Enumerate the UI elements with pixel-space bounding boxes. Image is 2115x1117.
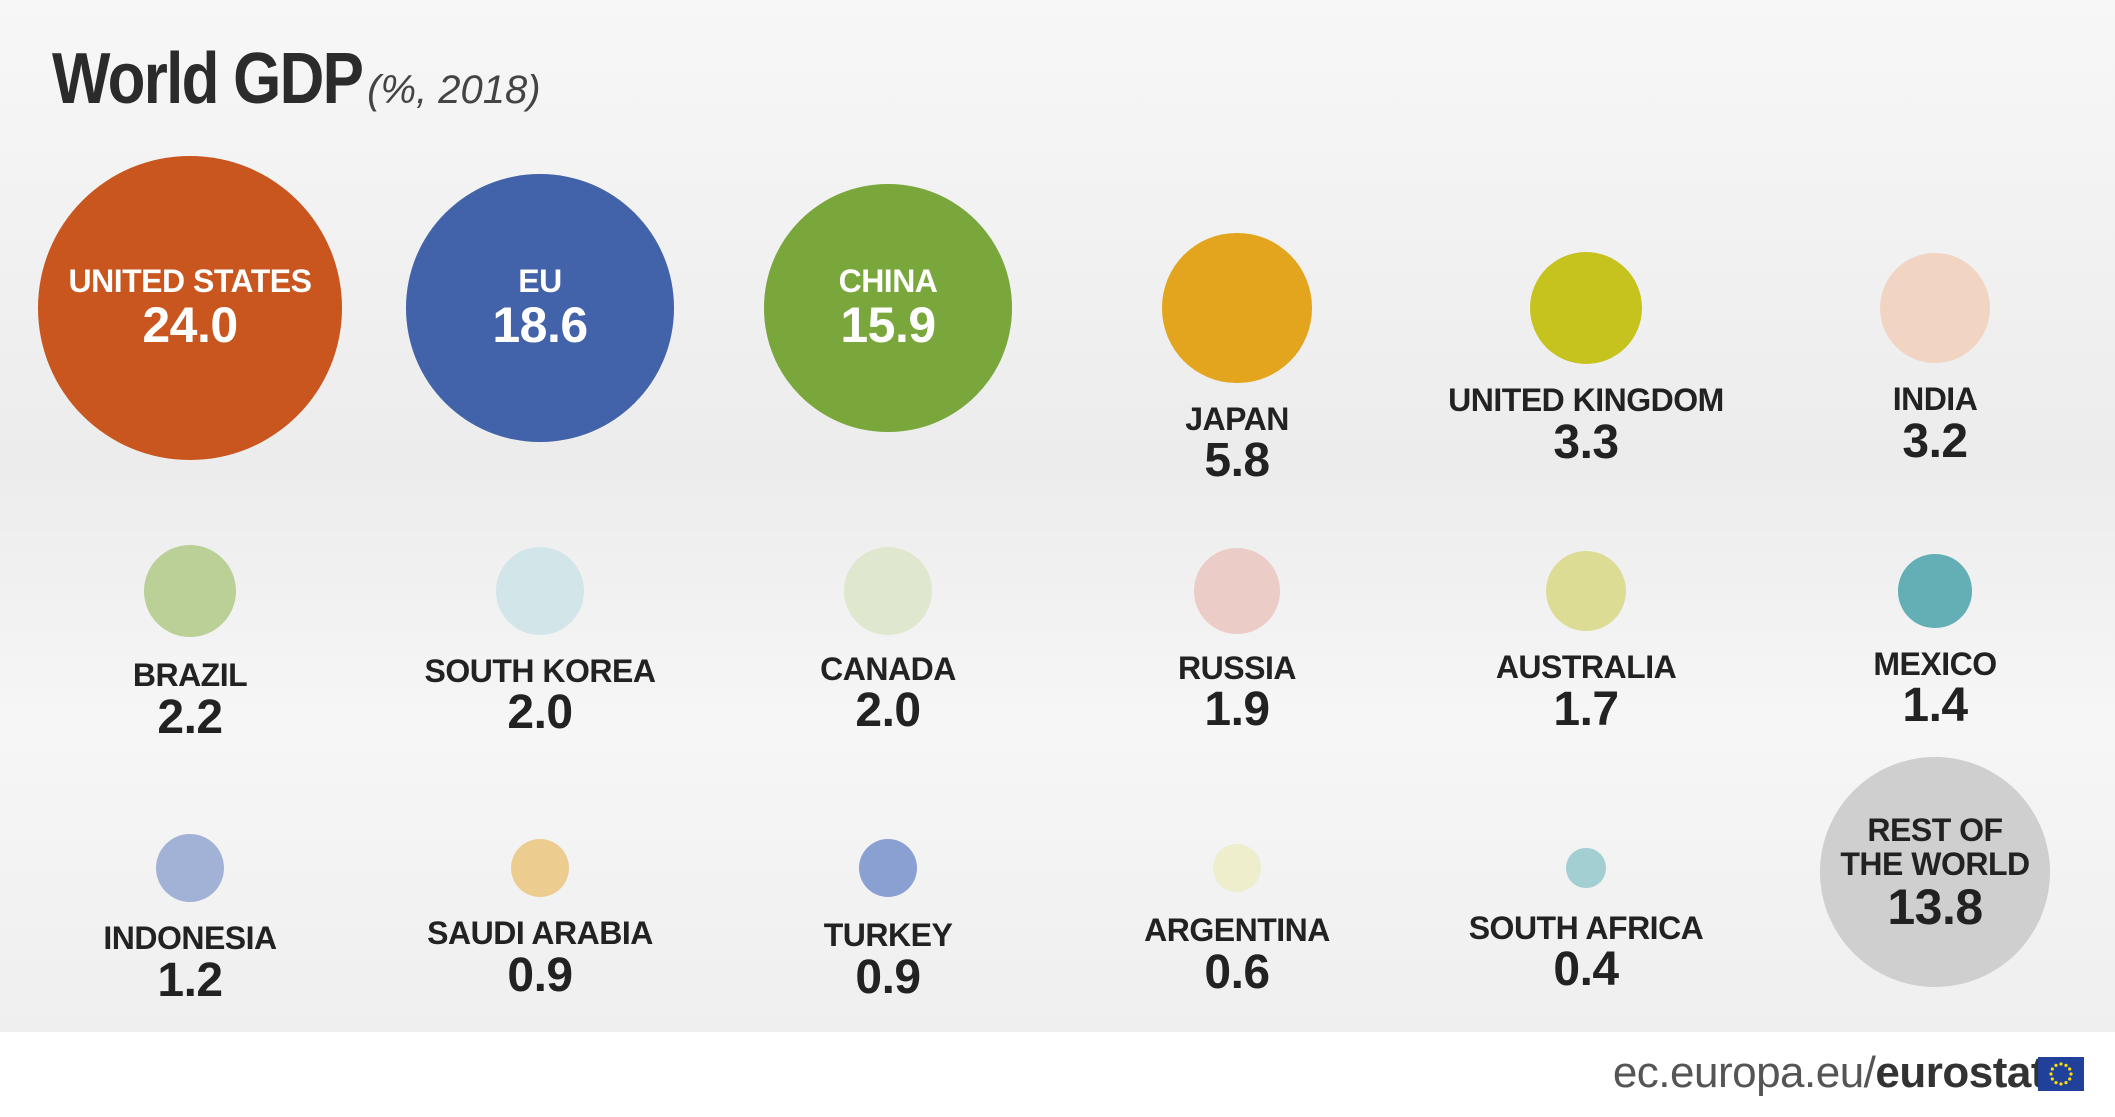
chart-title: World GDP	[52, 39, 364, 119]
gdp-share-value: 1.4	[1902, 679, 1968, 733]
eu-star	[2049, 1072, 2053, 1076]
label-eu: EU 18.6	[492, 262, 588, 353]
eu-star	[2050, 1067, 2054, 1071]
country-name: RUSSIA	[1178, 649, 1296, 686]
country-name: SOUTH AFRICA	[1468, 909, 1704, 946]
label-south-korea: SOUTH KOREA 2.0	[424, 652, 656, 740]
eu-flag-icon	[2038, 1057, 2084, 1091]
gdp-share-value: 24.0	[142, 296, 238, 353]
eu-star	[2064, 1063, 2068, 1067]
bubble-united-kingdom	[1529, 251, 1643, 365]
label-mexico: MEXICO 1.4	[1873, 645, 1997, 733]
bubble-china	[764, 184, 1012, 432]
country-name: INDIA	[1892, 381, 1978, 418]
bubble-eu	[406, 174, 674, 442]
country-name: CANADA	[820, 650, 956, 687]
label-argentina: ARGENTINA 0.6	[1144, 912, 1330, 999]
label-brazil: BRAZIL 2.2	[132, 656, 248, 744]
gdp-share-value: 0.9	[855, 951, 921, 1004]
label-canada: CANADA 2.0	[820, 650, 956, 738]
bubble-saudi-arabia	[510, 838, 570, 898]
gdp-share-value: 15.9	[840, 296, 936, 353]
country-name: UNITED KINGDOM	[1448, 382, 1724, 419]
country-name: MEXICO	[1873, 645, 1997, 682]
label-south-africa: SOUTH AFRICA 0.4	[1468, 909, 1704, 997]
eu-star	[2059, 1062, 2063, 1066]
eu-star	[2064, 1081, 2068, 1085]
eu-star	[2054, 1063, 2058, 1067]
bubble-south-africa	[1566, 848, 1606, 888]
label-united-kingdom: UNITED KINGDOM 3.3	[1448, 384, 1724, 468]
country-name: EU	[518, 262, 562, 299]
gdp-share-value: 13.8	[1887, 879, 1983, 936]
eu-star	[2050, 1077, 2054, 1081]
gdp-share-value: 2.0	[855, 684, 921, 738]
label-australia: AUSTRALIA 1.7	[1495, 649, 1677, 736]
label-turkey: TURKEY 0.9	[824, 919, 953, 1003]
country-name: SAUDI ARABIA	[427, 915, 653, 952]
country-name: BRAZIL	[132, 656, 248, 693]
eu-star	[2069, 1072, 2073, 1076]
gdp-share-value: 2.0	[507, 686, 573, 740]
eu-star	[2068, 1067, 2072, 1071]
chart-panel	[0, 0, 2115, 1032]
gdp-share-value: 5.8	[1204, 434, 1270, 488]
source-site: ec.europa.eu/	[1612, 1048, 1876, 1097]
bubble-india	[1879, 252, 1991, 364]
bubble-russia	[1194, 548, 1280, 634]
eu-star	[2068, 1077, 2072, 1081]
source-brand: eurostat	[1875, 1048, 2045, 1097]
country-name: ARGENTINA	[1144, 912, 1330, 948]
bubble-indonesia	[156, 834, 224, 902]
country-name: INDONESIA	[103, 919, 277, 956]
bubble-united-states	[38, 156, 342, 460]
eu-star	[2059, 1082, 2063, 1086]
label-india: INDIA 3.2	[1893, 383, 1978, 467]
eu-star	[2054, 1081, 2058, 1085]
bubble-turkey	[858, 838, 918, 898]
label-united-states: UNITED STATES 24.0	[68, 262, 312, 353]
bubble-japan	[1162, 233, 1312, 383]
label-rest-of-the-world: REST OF THE WORLD 13.8	[1840, 812, 2030, 936]
bubble-canada	[844, 547, 932, 635]
country-name: REST OF	[1867, 812, 2003, 849]
bubble-chart: UNITED STATES 24.0 EU 18.6 CHINA 15.9 JAPAN 5.8…	[38, 156, 2051, 1007]
gdp-share-value: 3.3	[1553, 415, 1619, 469]
gdp-share-value: 0.4	[1553, 943, 1619, 997]
source-footer[interactable]: ec.europa.eu/eurostat	[1612, 1048, 2046, 1098]
gdp-share-value: 18.6	[492, 296, 588, 353]
bubble-brazil	[144, 545, 236, 637]
bubble-rest-of-the-world	[1819, 756, 2051, 988]
gdp-share-value: 1.9	[1204, 683, 1270, 737]
label-russia: RUSSIA 1.9	[1178, 649, 1296, 737]
bubble-argentina	[1212, 843, 1261, 892]
country-name: TURKEY	[823, 917, 953, 954]
bubble-mexico	[1898, 554, 1972, 628]
bubble-south-korea	[496, 547, 584, 635]
label-indonesia: INDONESIA 1.2	[103, 919, 277, 1007]
gdp-share-value: 0.6	[1204, 945, 1270, 999]
country-name: JAPAN	[1185, 400, 1289, 437]
label-china: CHINA 15.9	[838, 262, 938, 353]
label-saudi-arabia: SAUDI ARABIA 0.9	[427, 917, 653, 1001]
country-name: UNITED STATES	[68, 262, 312, 299]
chart-subtitle: (%, 2018)	[367, 68, 541, 112]
gdp-share-value: 2.2	[157, 690, 223, 744]
gdp-share-value: 1.2	[157, 953, 223, 1007]
country-name: AUSTRALIA	[1495, 649, 1677, 686]
country-name: CHINA	[838, 262, 938, 299]
bubble-australia	[1545, 550, 1627, 632]
country-name: THE WORLD	[1840, 845, 2030, 882]
gdp-share-value: 0.9	[507, 949, 573, 1002]
chart-header: World GDP (%, 2018)	[52, 38, 541, 120]
country-name: SOUTH KOREA	[424, 652, 656, 689]
gdp-share-value: 3.2	[1902, 415, 1968, 469]
label-japan: JAPAN 5.8	[1185, 400, 1289, 488]
gdp-share-value: 1.7	[1553, 683, 1619, 736]
